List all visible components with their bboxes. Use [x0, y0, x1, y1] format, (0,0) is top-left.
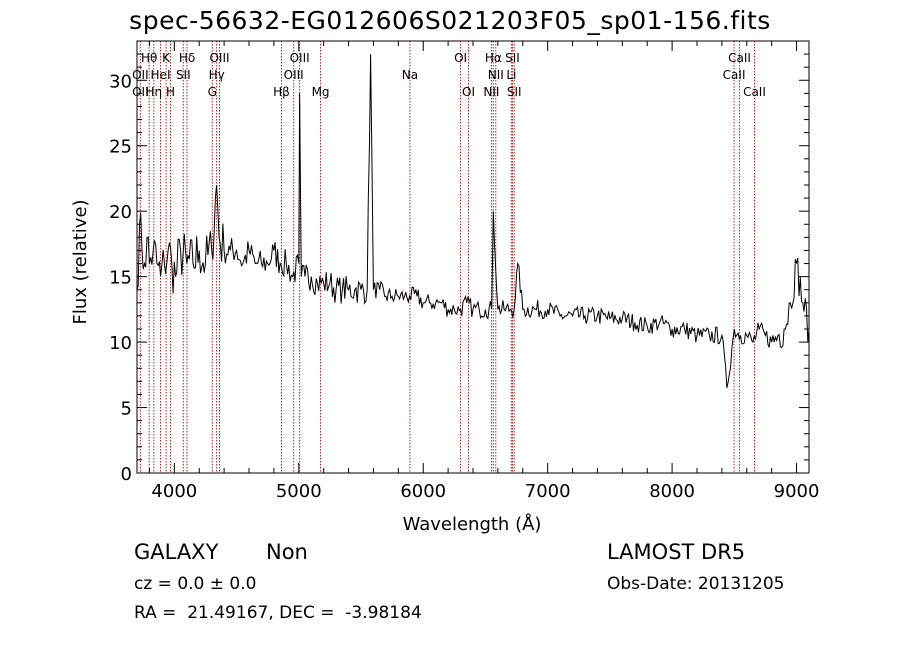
- spectral-line-label: Hβ: [273, 85, 290, 99]
- spectral-line-label: OIII: [209, 51, 229, 65]
- object-subclass: Non: [266, 540, 308, 564]
- spectral-line-label: K: [162, 51, 171, 65]
- y-tick-label: 20: [109, 202, 132, 223]
- spectral-line-label: OII: [132, 85, 149, 99]
- spectral-line-label: OII: [132, 68, 149, 82]
- y-tick-label: 10: [109, 333, 132, 354]
- spectral-line-label: HeI: [151, 68, 171, 82]
- spectral-line-label: OIII: [290, 51, 310, 65]
- spectral-line-label: SII: [176, 68, 191, 82]
- spectral-line-label: Li: [506, 68, 516, 82]
- spectral-line-label: SII: [505, 51, 520, 65]
- spectral-line-label: Hθ: [141, 51, 157, 65]
- spectral-line-label: Hα: [485, 51, 502, 65]
- survey-name: LAMOST DR5: [607, 540, 746, 564]
- spectral-line-label: OI: [454, 51, 467, 65]
- spectral-line-label: NII: [483, 85, 499, 99]
- object-class: GALAXY: [134, 540, 219, 564]
- x-axis: 4000 5000 6000 7000 8000 9000: [148, 41, 820, 502]
- spectral-line-label: Mg: [312, 85, 330, 99]
- x-tick-label: 6000: [400, 481, 446, 502]
- x-tick-label: 5000: [276, 481, 322, 502]
- spectral-line-label: Na: [402, 68, 418, 82]
- x-tick-label: 7000: [525, 481, 571, 502]
- spectrum-line: [136, 54, 810, 389]
- spectral-line-label: Hγ: [209, 68, 225, 82]
- x-axis-label: Wavelength (Å): [403, 513, 542, 535]
- spectral-line-label: G: [208, 85, 217, 99]
- redshift-cz: cz = 0.0 ± 0.0: [134, 574, 257, 594]
- spectral-line-label: OI: [462, 85, 475, 99]
- spectral-line-label: H: [166, 85, 175, 99]
- y-tick-label: 0: [121, 464, 132, 485]
- y-axis-label: Flux (relative): [70, 199, 91, 324]
- obs-date: Obs-Date: 20131205: [607, 574, 785, 594]
- spectral-line-label: CaII: [723, 68, 746, 82]
- y-tick-label: 30: [109, 71, 132, 92]
- spectral-line-label: OIII: [284, 68, 304, 82]
- spectral-line-markers: [139, 41, 755, 473]
- spectral-line-label: NII: [488, 68, 504, 82]
- spectral-line-label: Hη: [145, 85, 162, 99]
- y-tick-label: 15: [109, 268, 132, 289]
- x-tick-label: 9000: [774, 481, 820, 502]
- chart-title: spec-56632-EG012606S021203F05_sp01-156.f…: [129, 6, 771, 35]
- spectral-line-label: SII: [507, 85, 522, 99]
- spectral-line-label: CaII: [743, 85, 766, 99]
- y-axis: 0 5 10 15 20 25 30: [109, 40, 809, 485]
- x-tick-label: 4000: [151, 481, 197, 502]
- x-tick-label: 8000: [649, 481, 695, 502]
- ra-dec: RA = 21.49167, DEC = -3.98184: [134, 603, 422, 623]
- spectral-line-label: Hδ: [179, 51, 195, 65]
- y-tick-label: 5: [121, 399, 132, 420]
- spectral-line-label: CaII: [728, 51, 751, 65]
- y-tick-label: 25: [109, 137, 132, 158]
